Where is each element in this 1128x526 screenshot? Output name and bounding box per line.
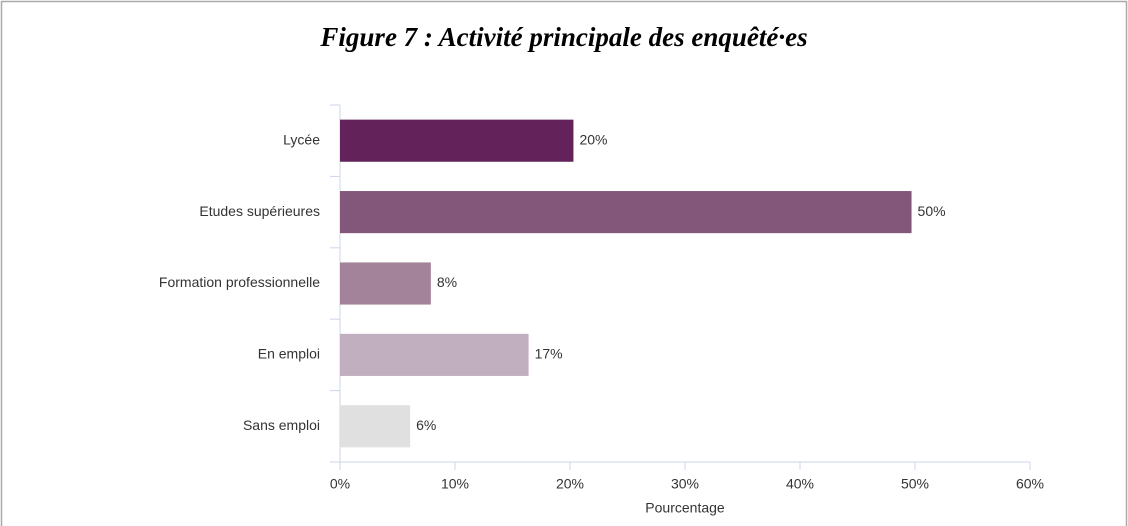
x-tick-label: 50% <box>901 476 929 492</box>
y-tick-label: En emploi <box>258 346 320 362</box>
bar <box>340 333 529 376</box>
bar <box>340 191 912 234</box>
data-label: 8% <box>437 274 457 290</box>
bar <box>340 262 431 305</box>
y-tick-label: Formation professionnelle <box>159 274 320 290</box>
data-label: 20% <box>579 131 607 147</box>
bar <box>340 405 411 448</box>
bar <box>340 119 574 162</box>
x-tick-label: 30% <box>671 476 699 492</box>
data-label: 17% <box>535 346 563 362</box>
data-label: 6% <box>416 417 436 433</box>
data-label: 50% <box>918 203 946 219</box>
y-tick-label: Lycée <box>283 131 320 147</box>
x-tick-label: 60% <box>1016 476 1044 492</box>
x-axis-label: Pourcentage <box>645 500 725 516</box>
y-tick-label: Sans emploi <box>243 417 320 433</box>
chart-title: Figure 7 : Activité principale des enquê… <box>319 22 807 52</box>
x-tick-label: 0% <box>330 476 350 492</box>
x-tick-label: 20% <box>556 476 584 492</box>
x-tick-label: 10% <box>441 476 469 492</box>
y-tick-label: Etudes supérieures <box>199 203 320 219</box>
x-tick-label: 40% <box>786 476 814 492</box>
